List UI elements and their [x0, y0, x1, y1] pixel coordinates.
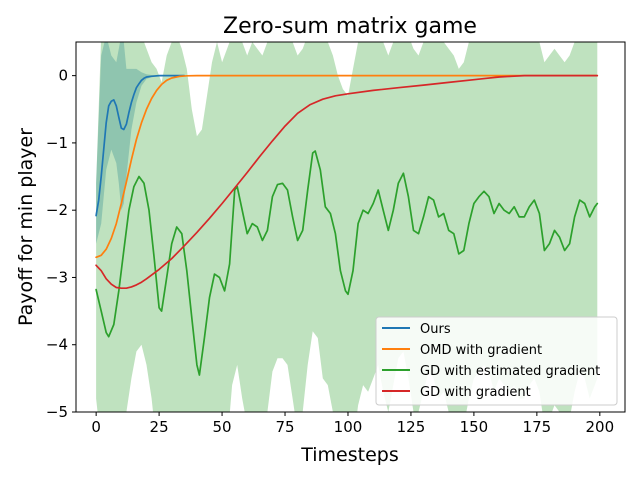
y-tick-label: −1 — [46, 134, 68, 152]
series-lines — [95, 74, 599, 376]
band-ours — [96, 42, 160, 244]
x-tick-label: 0 — [91, 418, 101, 436]
legend: Ours OMD with gradient GD with estimated g… — [375, 316, 618, 406]
legend-label-gd-with-estimated-gradient: GD with estimated gradient — [420, 364, 600, 379]
y-axis-ticks: 0 −1 −2 −3 −4 −5 — [46, 67, 76, 421]
plot-frame — [75, 41, 626, 413]
x-axis-ticks: 0 25 50 75 100 125 150 175 200 — [91, 412, 614, 436]
x-axis-label: Timesteps — [300, 444, 399, 466]
legend-box — [375, 316, 618, 406]
x-tick-label: 125 — [397, 418, 426, 436]
y-tick-label: −2 — [46, 201, 68, 219]
series-line-gd-with-gradient — [95, 74, 599, 290]
y-tick-label: −4 — [46, 336, 68, 354]
y-tick-label: −3 — [46, 268, 68, 286]
series-line-omd-with-gradient — [95, 74, 599, 259]
x-tick-label: 150 — [460, 418, 489, 436]
y-axis-label: Payoff for min player — [15, 128, 37, 326]
x-tick-label: 175 — [523, 418, 552, 436]
x-tick-label: 50 — [213, 418, 232, 436]
x-tick-label: 200 — [585, 418, 614, 436]
x-tick-label: 25 — [150, 418, 169, 436]
x-tick-label: 100 — [334, 418, 363, 436]
legend-label-omd-with-gradient: OMD with gradient — [420, 343, 542, 358]
series-line-ours — [95, 74, 186, 217]
chart-title: Zero-sum matrix game — [223, 14, 477, 39]
y-tick-label: −5 — [46, 403, 68, 421]
legend-label-ours: Ours — [420, 322, 451, 337]
series-line-gd-with-estimated-gradient — [95, 150, 599, 376]
x-tick-label: 75 — [275, 418, 294, 436]
legend-label-gd-with-gradient: GD with gradient — [420, 385, 531, 400]
y-tick-label: 0 — [58, 67, 68, 85]
